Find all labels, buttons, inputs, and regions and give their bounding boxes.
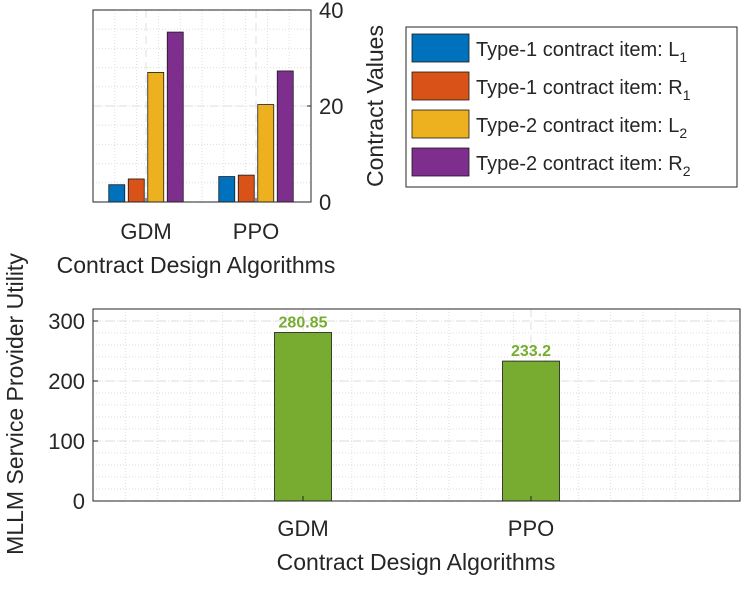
top-y-tick-label: 0	[319, 190, 331, 215]
top-y-axis-label: Contract Values	[362, 25, 388, 187]
legend-swatch-3	[411, 109, 470, 139]
bar-ppo-series-3	[257, 104, 275, 203]
legend-label-1: Type-1 contract item: L1	[476, 39, 687, 65]
top-y-tick-label: 20	[319, 94, 343, 119]
top-bars	[108, 31, 294, 203]
bar-gdm-series-2	[127, 178, 145, 203]
data-label-ppo: 233.2	[511, 343, 551, 360]
bottom-bars	[274, 332, 560, 502]
bottom-chart: 0 100 200 300 GDM PPO 280.85 233.2 Contract D…	[2, 253, 741, 575]
legend-swatch-1	[411, 33, 470, 63]
legend-label-2: Type-1 contract item: R1	[476, 77, 691, 103]
legend-label-4: Type-2 contract item: R2	[476, 153, 691, 179]
bar-ppo-series-1	[218, 176, 236, 203]
bottom-data-labels: 280.85 233.2	[279, 314, 552, 360]
bar-gdm-utility	[274, 332, 332, 502]
bottom-grid	[93, 308, 740, 502]
data-label-gdm: 280.85	[279, 314, 328, 331]
bar-ppo-utility	[502, 360, 560, 502]
bar-gdm-series-3	[147, 72, 165, 203]
legend-swatch-2	[411, 71, 470, 101]
legend-items: Type-1 contract item: L1 Type-1 contract …	[411, 33, 691, 179]
bottom-x-tick-label: PPO	[508, 516, 554, 541]
top-x-tick-label: PPO	[233, 219, 279, 244]
bottom-x-ticks: GDM PPO	[277, 496, 554, 541]
bottom-y-tick-label: 300	[48, 309, 85, 334]
top-x-ticks: GDM PPO	[120, 198, 279, 244]
legend-swatch-4	[411, 147, 470, 177]
bottom-y-tick-label: 200	[48, 369, 85, 394]
top-x-axis-label: Contract Design Algorithms	[57, 252, 336, 278]
bottom-plot-frame	[92, 308, 741, 502]
bottom-y-ticks: 0 100 200 300	[48, 309, 98, 514]
bottom-y-tick-label: 100	[48, 429, 85, 454]
legend-label-3: Type-2 contract item: L2	[476, 115, 687, 141]
bar-ppo-series-4	[276, 70, 294, 203]
bottom-y-tick-label: 0	[73, 489, 85, 514]
bottom-x-axis-label: Contract Design Algorithms	[277, 549, 556, 575]
bottom-y-axis-label: MLLM Service Provider Utility	[2, 253, 28, 555]
legend: Type-1 contract item: L1 Type-1 contract …	[405, 26, 738, 188]
bottom-x-tick-label: GDM	[277, 516, 328, 541]
top-x-tick-label: GDM	[120, 219, 171, 244]
bar-ppo-series-2	[237, 174, 255, 203]
bar-gdm-series-4	[166, 31, 184, 203]
bar-gdm-series-1	[108, 184, 126, 203]
top-y-ticks: 0 20 40	[307, 0, 343, 215]
top-y-tick-label: 40	[319, 0, 343, 23]
